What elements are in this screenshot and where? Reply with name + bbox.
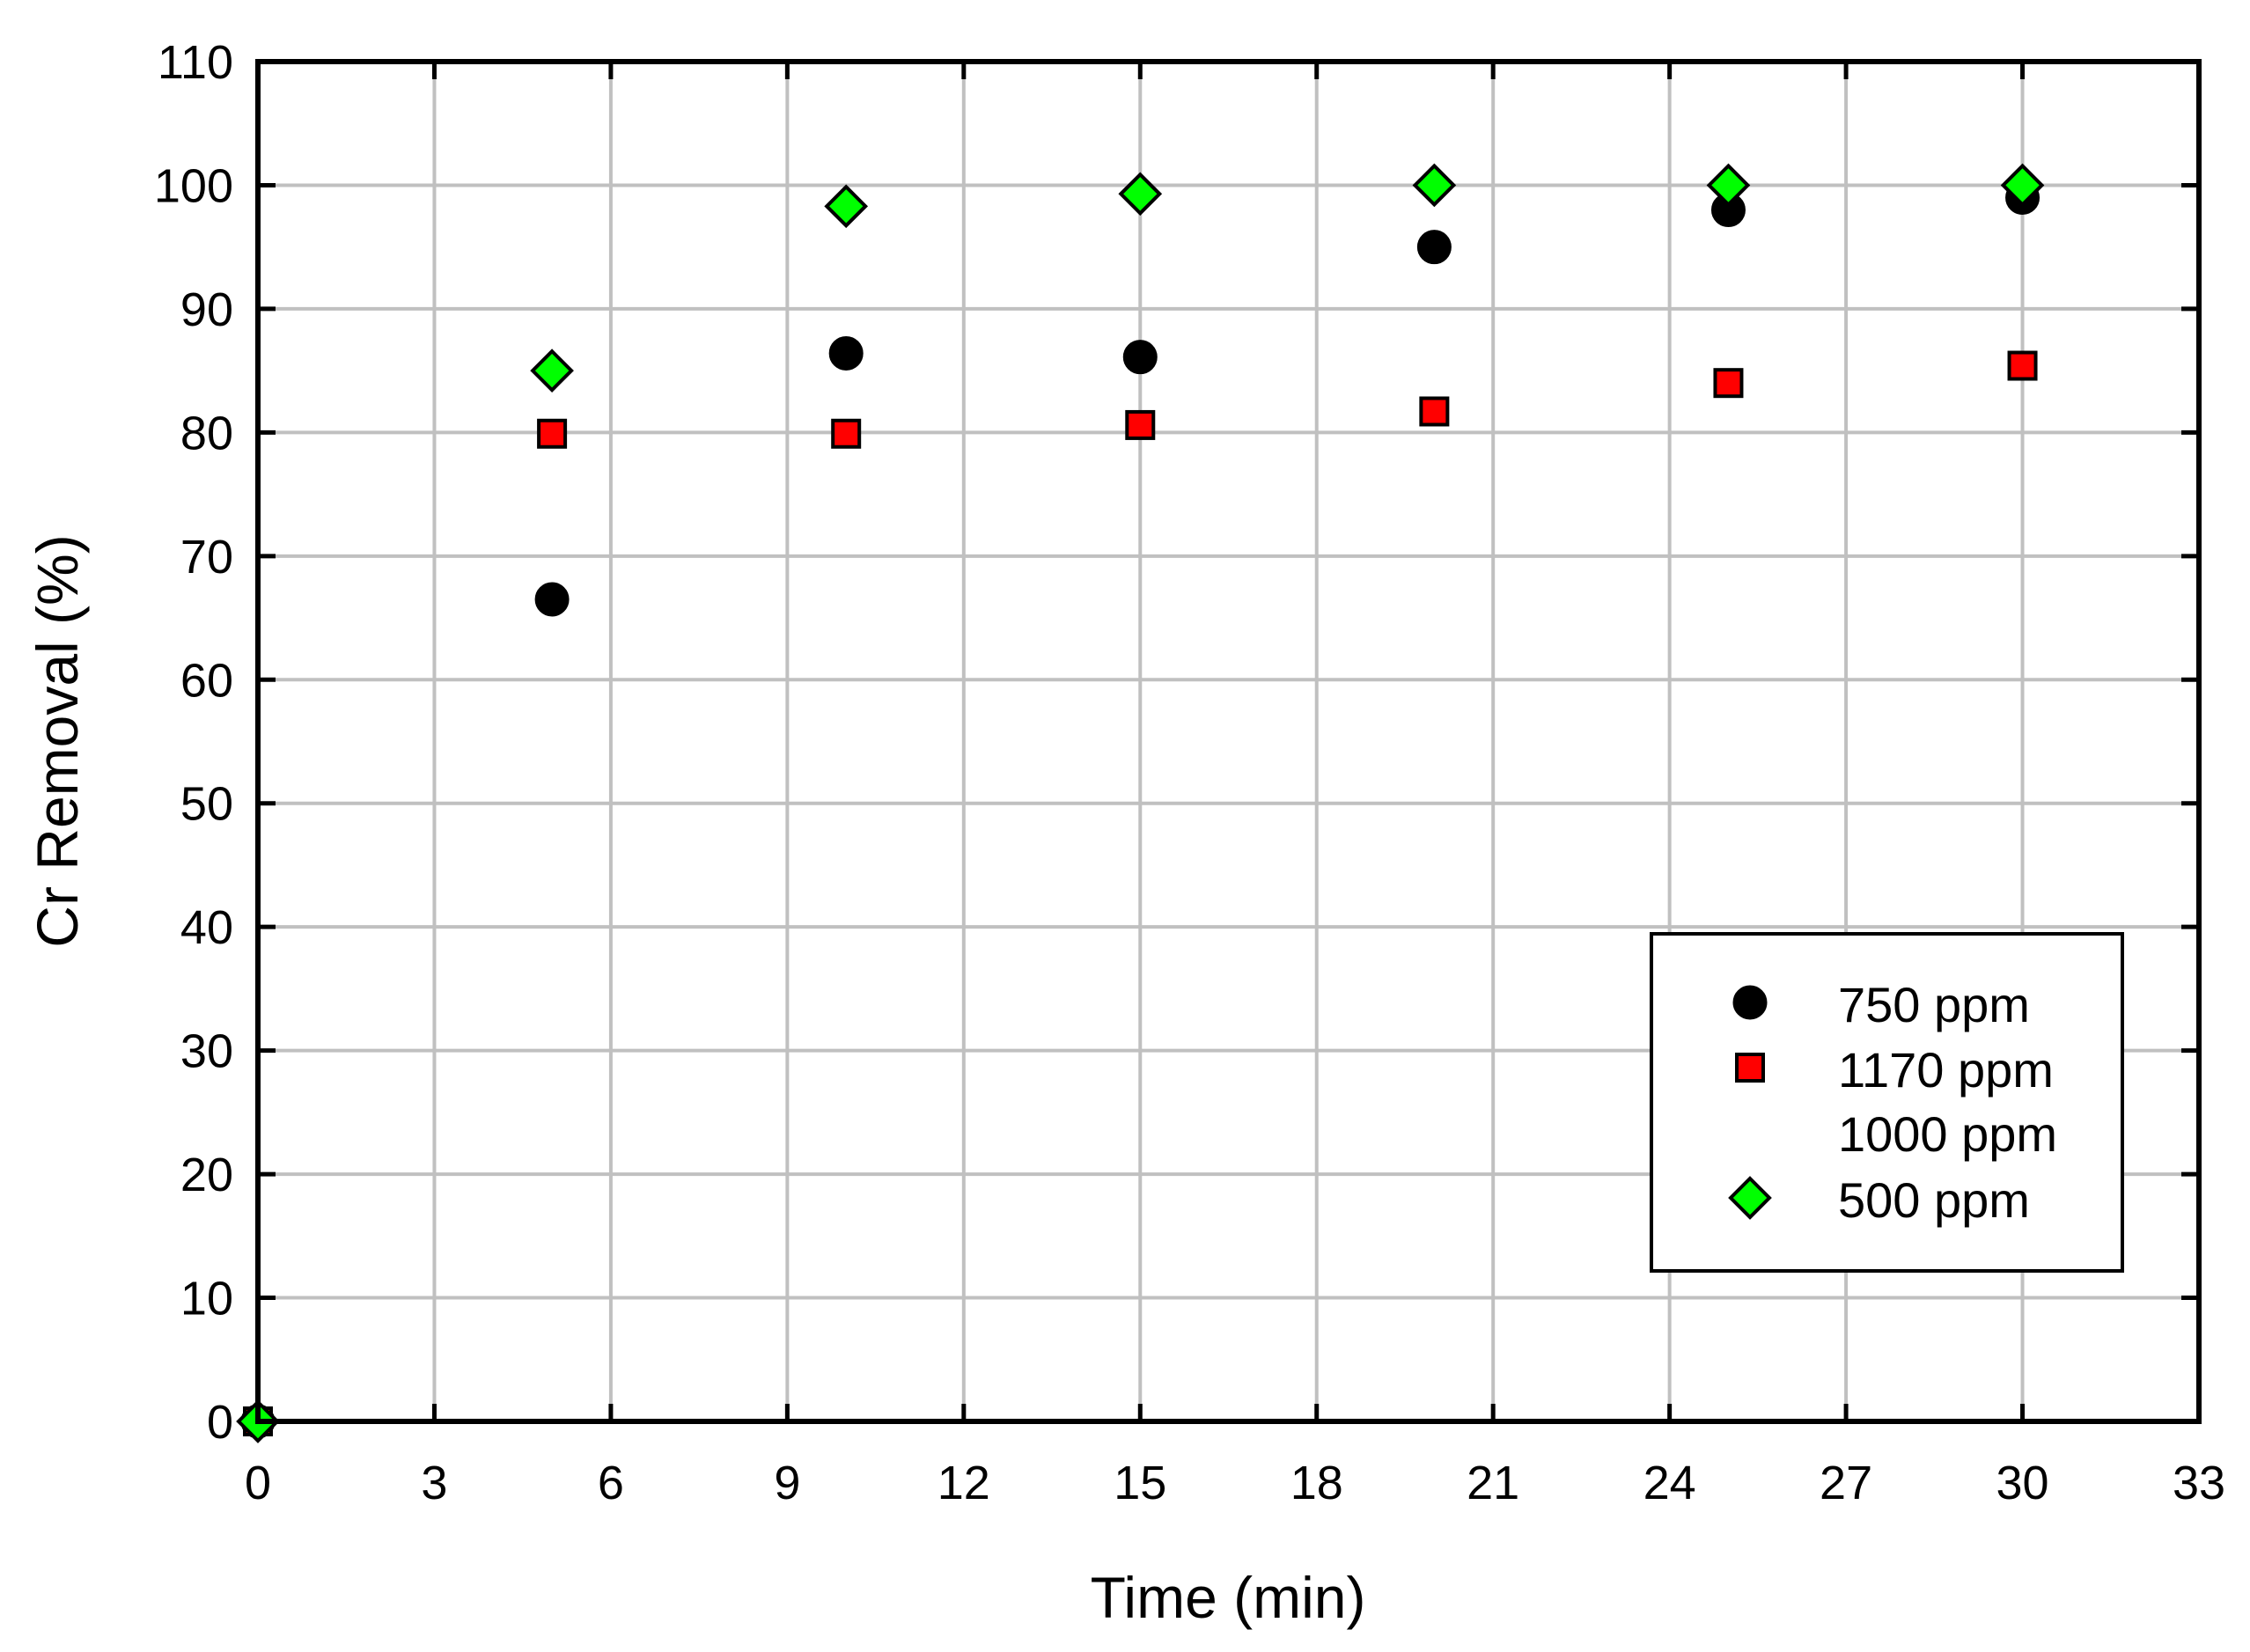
x-tick-label: 21 [1467,1457,1519,1509]
data-point-1-3 [1125,409,1156,440]
x-tick-label: 18 [1290,1457,1343,1509]
data-point-1-4 [1419,396,1450,427]
tick-labels: 0 3 6 9 12 15 18 21 24 27 30 33 0 10 20 30 40 50 60 70 80 90 1… [154,36,2225,1509]
x-tick-label: 15 [1114,1457,1166,1509]
y-tick-label: 50 [180,778,233,831]
data-point-3-6 [2000,163,2045,208]
legend-label-3: 500 ppm [1838,1172,2030,1228]
y-axis-title: Cr Removal (%) [25,534,90,947]
legend-marker-1 [1735,1053,1765,1083]
y-tick-label: 40 [180,901,233,954]
data-point-3-2 [824,184,869,229]
data-point-1-5 [1713,368,1744,399]
data-point-3-5 [1706,163,1751,208]
x-tick-label: 3 [421,1457,447,1509]
plot-frame [255,59,2202,1424]
data-point-1-2 [831,418,862,449]
legend: 750 ppm 1170 ppm 1000 ppm 500 ppm [1650,932,2124,1273]
legend-label-1: 1170 ppm [1838,1042,2054,1098]
legend-label-2: 1000 ppm [1838,1106,2057,1162]
y-tick-label: 0 [207,1396,233,1449]
data-point-3-4 [1412,163,1457,208]
y-tick-label: 30 [180,1025,233,1078]
legend-marker-0 [1732,985,1768,1020]
y-tick-label: 20 [180,1149,233,1201]
legend-box [1650,932,2124,1273]
y-tick-label: 70 [180,531,233,584]
data-point-0-2 [828,335,864,371]
data-point-0-1 [534,582,570,617]
data-point-0-4 [1416,230,1452,265]
x-axis-title: Time (min) [1091,1565,1366,1630]
y-tick-label: 110 [158,36,233,89]
y-tick-label: 60 [180,654,233,707]
x-tick-label: 24 [1643,1457,1696,1509]
data-point-0-3 [1122,340,1158,375]
x-tick-label: 0 [245,1457,271,1509]
y-tick-label: 100 [154,159,233,212]
y-tick-label: 10 [180,1273,233,1325]
x-tick-label: 30 [1996,1457,2049,1509]
data-point-1-6 [2007,350,2038,381]
data-point-3-1 [530,349,574,393]
y-tick-label: 80 [180,407,233,459]
x-tick-label: 27 [1820,1457,1872,1509]
x-tick-label: 9 [774,1457,800,1509]
legend-label-0: 750 ppm [1838,977,2030,1032]
x-tick-label: 6 [598,1457,624,1509]
legend-marker-3 [1728,1176,1772,1220]
x-tick-label: 33 [2173,1457,2225,1509]
data-point-1-1 [537,418,568,449]
data-point-3-3 [1118,172,1163,217]
y-tick-label: 90 [180,283,233,336]
x-tick-label: 12 [938,1457,990,1509]
